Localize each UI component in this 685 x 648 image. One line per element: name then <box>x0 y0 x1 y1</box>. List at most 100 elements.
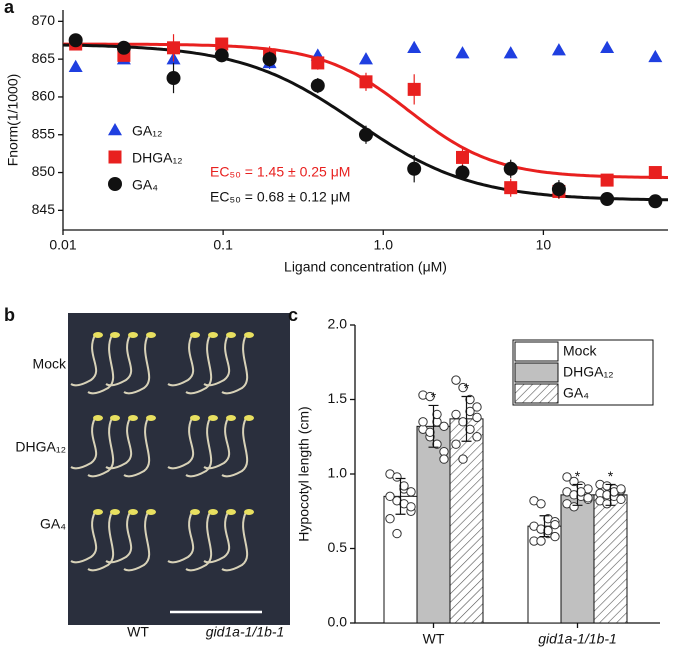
data-point <box>550 531 560 542</box>
x-tick-label: 1.0 <box>374 237 394 253</box>
data-point <box>472 412 482 423</box>
marker <box>68 59 83 72</box>
error-bar <box>572 483 583 506</box>
data-point <box>472 432 482 442</box>
marker <box>358 127 373 142</box>
legend-label: DHGA₁₂ <box>132 150 183 166</box>
seedling <box>203 334 231 387</box>
panel-label: b <box>4 305 15 325</box>
seedling <box>105 511 133 564</box>
seedlings <box>70 332 254 572</box>
y-tick-label: 870 <box>32 12 56 28</box>
y-tick-label: 865 <box>32 50 56 66</box>
x-tick-label: 10 <box>536 237 552 253</box>
seedling <box>185 334 213 395</box>
marker <box>407 40 422 54</box>
legend-swatch <box>514 362 559 383</box>
marker <box>648 194 663 209</box>
y-tick-label: 1.0 <box>328 465 348 481</box>
seedling <box>105 334 133 387</box>
seedling <box>87 334 115 395</box>
significance: * <box>464 380 470 396</box>
cotyledon <box>146 509 156 515</box>
cotyledon <box>128 415 138 421</box>
data-point <box>465 424 475 434</box>
annotation: EC₅₀ = 0.68 ± 0.12 μM <box>210 189 350 205</box>
seedling <box>105 417 133 470</box>
y-tick-label: 1.5 <box>328 390 348 406</box>
seedling <box>203 417 231 470</box>
column-label: WT <box>127 624 149 640</box>
seedling <box>221 511 249 572</box>
row-label: GA₄ <box>40 516 66 532</box>
data-point <box>451 375 461 385</box>
data-point <box>425 427 435 437</box>
legend-swatch <box>514 383 559 404</box>
cotyledon <box>110 509 120 515</box>
seedling <box>70 511 98 564</box>
marker <box>600 173 614 187</box>
data-point <box>616 484 626 494</box>
marker <box>504 181 518 195</box>
marker <box>116 40 131 55</box>
marker <box>215 37 229 51</box>
marker <box>359 75 373 89</box>
y-axis-label: Fnorm(1/1000) <box>5 74 21 167</box>
y-tick-label: 855 <box>32 125 56 141</box>
cotyledon <box>93 509 103 515</box>
y-tick-label: 0.5 <box>328 539 348 555</box>
cotyledon <box>226 509 236 515</box>
marker <box>648 166 662 180</box>
data-point <box>385 491 395 502</box>
seedling-photo <box>68 313 290 625</box>
x-tick-label: 0.01 <box>49 237 76 253</box>
marker <box>455 165 470 180</box>
marker <box>407 82 421 96</box>
cotyledon <box>208 509 218 515</box>
seedling <box>167 417 195 470</box>
cotyledon <box>128 509 138 515</box>
marker <box>262 52 277 67</box>
seedling <box>87 511 115 572</box>
data-point <box>583 493 593 503</box>
x-tick-label: gid1a-1/1b-1 <box>538 631 617 647</box>
data-point <box>439 421 449 432</box>
panel-label: a <box>4 0 15 17</box>
bar <box>593 494 628 624</box>
row-label: Mock <box>33 356 67 372</box>
data-point <box>458 417 468 427</box>
marker <box>68 33 83 48</box>
data-point <box>569 502 579 512</box>
cotyledon <box>93 332 103 338</box>
cotyledon <box>110 332 120 338</box>
cotyledon <box>110 415 120 421</box>
legend-label: GA₄ <box>132 177 158 193</box>
annotation: EC₅₀ = 1.45 ± 0.25 μM <box>210 164 350 180</box>
marker <box>648 49 663 63</box>
data-point <box>569 476 579 487</box>
marker <box>551 43 566 56</box>
cotyledon <box>226 415 236 421</box>
data-point <box>451 439 461 449</box>
legend-label: GA₄ <box>563 385 589 401</box>
marker <box>551 182 566 197</box>
data-point <box>458 382 468 393</box>
x-tick-label: 0.1 <box>213 237 233 253</box>
seedling <box>167 511 195 564</box>
y-tick-label: 845 <box>32 201 56 217</box>
seedling <box>167 334 195 387</box>
data-point <box>472 402 482 412</box>
data-point <box>392 472 402 482</box>
legend-label: Mock <box>563 343 597 359</box>
legend-marker <box>108 150 122 164</box>
marker <box>600 192 615 207</box>
data-point <box>465 406 475 417</box>
cotyledon <box>190 415 200 421</box>
bar <box>560 494 595 624</box>
significance: * <box>575 468 581 484</box>
seedling <box>185 511 213 572</box>
seedling <box>123 511 151 572</box>
seedling <box>123 334 151 395</box>
marker <box>503 46 518 59</box>
